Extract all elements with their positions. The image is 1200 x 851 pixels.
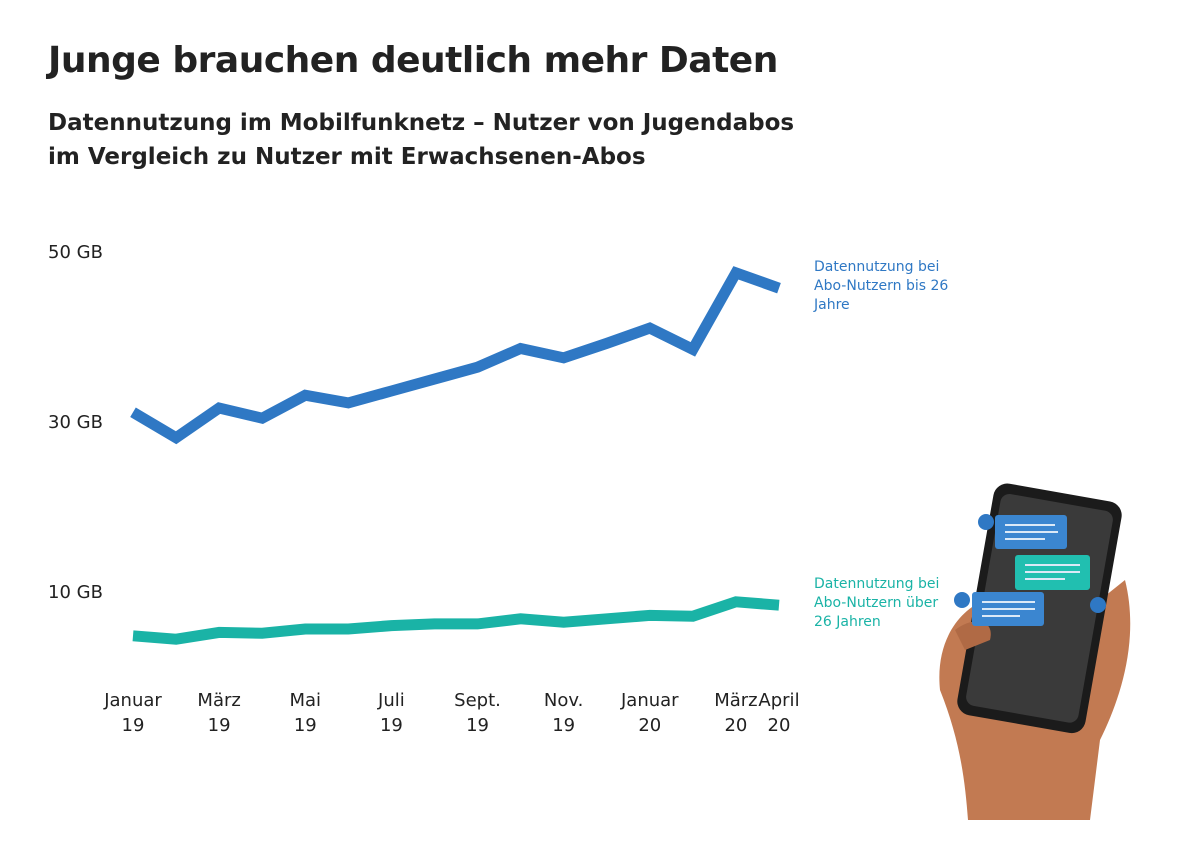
series-label: Datennutzung bei Abo-Nutzern bis 26 Jahr…: [814, 259, 949, 314]
phone-illustration: [939, 483, 1131, 820]
x-tick-label: März 20: [714, 690, 758, 736]
x-tick-label: Nov. 19: [543, 690, 584, 736]
y-tick-label: 50 GB: [48, 242, 103, 263]
y-tick-label: 30 GB: [48, 412, 103, 433]
chart-subtitle: Datennutzung im Mobilfunknetz – Nutzer v…: [48, 110, 795, 170]
x-tick-label: Januar 20: [621, 690, 679, 736]
x-tick-label: April 20: [758, 690, 800, 736]
x-tick-label: Mai 19: [289, 690, 322, 736]
x-tick-label: Juli 19: [378, 690, 405, 736]
data-line: [132, 596, 780, 645]
series-label: Datennutzung bei Abo-Nutzern über 26 Jah…: [814, 576, 940, 631]
data-line: [130, 266, 781, 445]
y-tick-label: 10 GB: [48, 582, 103, 603]
x-tick-label: März 19: [197, 690, 241, 736]
x-tick-label: Sept. 19: [454, 690, 501, 736]
x-tick-label: Januar 19: [104, 690, 162, 736]
chart-title: Junge brauchen deutlich mehr Daten: [48, 40, 778, 81]
